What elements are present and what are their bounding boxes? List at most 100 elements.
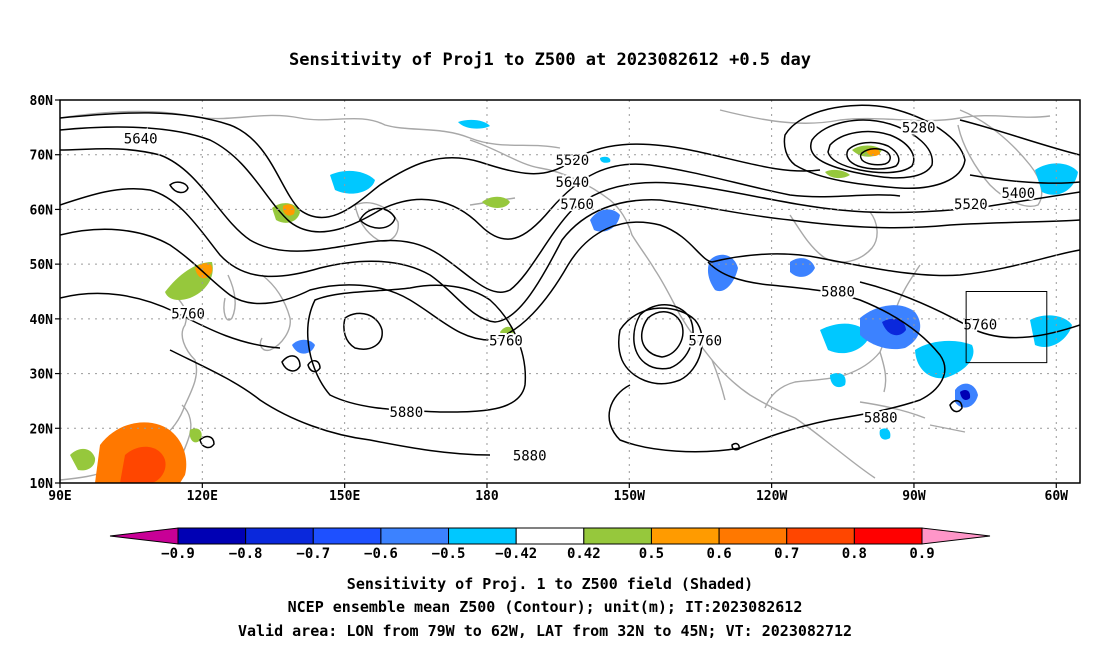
contour-line	[60, 292, 281, 349]
lon-tick-label: 180	[475, 489, 499, 504]
colorbar-label: −0.6	[364, 546, 398, 562]
z500-contours	[60, 104, 1080, 456]
colorbar	[109, 527, 991, 545]
shade-negative-japan-east	[292, 339, 315, 354]
colorbar-label: 0.42	[567, 546, 601, 562]
shade-positive-aleutians	[482, 196, 510, 208]
lat-tick-label: 40N	[30, 313, 54, 328]
lon-tick-label: 60W	[1045, 489, 1069, 504]
contour-label: 5400	[1001, 186, 1035, 202]
coastline-arctic-islands	[719, 109, 1051, 124]
shade-positive-japan-core	[282, 204, 295, 216]
lon-tick-label: 150W	[614, 489, 645, 504]
contour-line	[959, 119, 1080, 156]
shade-negative-bering	[330, 119, 611, 194]
lat-tick-label: 30N	[30, 368, 54, 383]
sensitivity-shading	[70, 119, 1078, 483]
latitude-tick-labels: 80N 70N 60N 50N 40N 30N 20N 10N	[30, 94, 60, 492]
contour-line	[827, 130, 915, 174]
contour-line	[633, 304, 694, 370]
contour-line	[60, 187, 1080, 323]
contour-line	[846, 141, 900, 170]
coastline-asia-north	[60, 110, 561, 149]
contour-label: 5760	[688, 334, 722, 350]
coastline-kamchatka	[354, 202, 399, 242]
contour-line	[60, 126, 901, 240]
coastline-korea	[223, 274, 236, 321]
lon-tick-label: 90W	[902, 489, 926, 504]
contour-line	[169, 349, 491, 456]
lat-tick-label: 10N	[30, 477, 54, 492]
coastline-alaska	[469, 139, 796, 419]
lat-tick-label: 50N	[30, 258, 54, 273]
contour-line	[307, 284, 527, 413]
coastline-florida	[879, 351, 887, 393]
contour-line	[617, 307, 703, 385]
colorbar-labels: −0.9 −0.8 −0.7 −0.6 −0.5 −0.42 0.42 0.5 0.6 0.7 0.…	[161, 546, 935, 562]
contour-line	[608, 261, 946, 453]
contour-labels: 5640 5520 5640 5760 5280 5400 5520 5880 5760 5760…	[122, 118, 1037, 466]
coastline-hudson-bay	[789, 211, 878, 263]
lon-tick-label: 90E	[48, 489, 71, 504]
main-title: Sensitivity of Proj1 to Z500 at 20230826…	[289, 50, 811, 70]
caption-contour: NCEP ensemble mean Z500 (Contour); unit(…	[288, 598, 803, 616]
shade-negative-bermuda-core	[960, 390, 971, 400]
shade-positive-south-china-rim	[70, 428, 202, 471]
coastline-baja	[711, 359, 726, 401]
lon-tick-label: 150E	[329, 489, 360, 504]
contour-label: 5760	[489, 334, 523, 350]
colorbar-label: −0.8	[229, 546, 263, 562]
lat-tick-label: 20N	[30, 422, 54, 437]
map-frame	[59, 99, 1081, 484]
contour-line	[859, 281, 1080, 339]
colorbar-high-extension	[921, 527, 991, 545]
colorbar-label: −0.9	[161, 546, 195, 562]
colorbar-segment	[718, 527, 788, 545]
contour-label: 5640	[124, 131, 158, 147]
colorbar-segment	[245, 527, 314, 545]
colorbar-segment	[515, 527, 585, 545]
colorbar-label: −0.5	[432, 546, 466, 562]
colorbar-segment	[786, 527, 855, 545]
contour-line	[60, 148, 1080, 293]
contour-label: 5760	[171, 306, 205, 322]
contour-label: 5280	[902, 120, 936, 136]
lon-tick-label: 120W	[756, 489, 787, 504]
contour-label: 5880	[513, 449, 547, 465]
caption-valid-area: Valid area: LON from 79W to 62W, LAT fro…	[238, 622, 852, 640]
contour-line	[199, 355, 963, 451]
colorbar-label: 0.7	[774, 546, 799, 562]
contour-label: 5760	[964, 317, 998, 333]
lon-tick-label: 120E	[187, 489, 218, 504]
contour-label: 5880	[389, 405, 423, 421]
contour-line	[359, 207, 396, 229]
colorbar-segment	[448, 527, 517, 545]
colorbar-label: 0.6	[706, 546, 731, 562]
colorbar-segment	[583, 527, 652, 545]
colorbar-segment	[312, 527, 382, 545]
shade-negative-east-coast-core	[882, 318, 906, 336]
caption-shaded: Sensitivity of Proj. 1 to Z500 field (Sh…	[347, 575, 753, 593]
colorbar-label: 0.5	[639, 546, 664, 562]
contour-line	[343, 312, 383, 350]
colorbar-segment	[650, 527, 720, 545]
contour-label: 5880	[864, 410, 898, 426]
colorbar-label: −0.42	[495, 546, 537, 562]
contour-line	[60, 221, 1080, 341]
shade-negative-midwest	[820, 323, 891, 440]
contour-label: 5640	[556, 175, 590, 191]
colorbar-label: −0.7	[296, 546, 330, 562]
shade-positive-south-china-core	[120, 446, 166, 483]
colorbar-segment	[853, 527, 923, 545]
lat-tick-label: 70N	[30, 149, 54, 164]
contour-label: 5520	[556, 153, 590, 169]
colorbar-label: 0.8	[842, 546, 867, 562]
colorbar-low-extension	[109, 527, 179, 545]
shade-positive-korea-core	[195, 263, 213, 279]
contour-line	[859, 148, 891, 166]
valid-area-box	[965, 291, 1048, 364]
shade-negative-rockies	[707, 254, 815, 292]
colorbar-segment	[177, 527, 247, 545]
